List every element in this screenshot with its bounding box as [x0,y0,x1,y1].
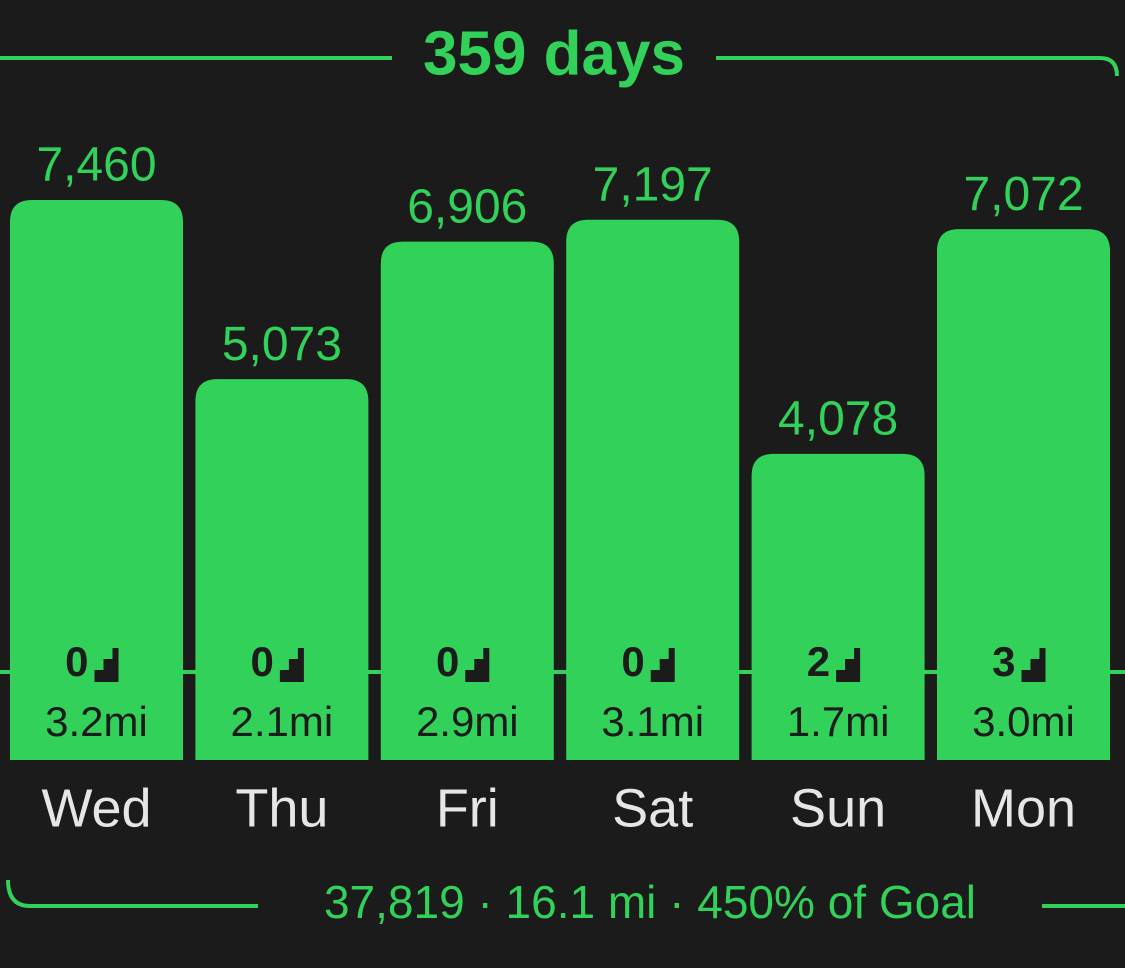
stairs-icon [836,648,861,682]
value-label: 6,906 [407,180,527,233]
stairs-icon [1021,648,1046,682]
summary: 37,819 · 16.1 mi · 450% of Goal [324,876,976,928]
value-label: 7,197 [593,158,713,211]
summary-bracket [6,879,1125,908]
distance-label: 3.1mi [601,698,704,745]
bar [10,200,183,760]
bar [195,379,369,760]
floors-label: 3 [992,638,1015,685]
value-label: 4,078 [778,393,898,446]
value-label: 7,460 [36,139,156,192]
distance-label: 2.1mi [231,698,334,745]
floors-label: 2 [807,638,830,685]
bar [566,219,740,761]
distance-label: 1.7mi [787,698,890,745]
distance-label: 3.2mi [45,698,148,745]
x-tick-label: Mon [971,778,1076,838]
stairs-icon [94,648,119,682]
value-label: 5,073 [222,318,342,371]
floors-label: 0 [621,638,644,685]
x-tick-label: Sun [790,778,886,838]
x-tick-label: Sat [612,778,693,838]
distance-label: 3.0mi [972,698,1075,745]
value-label: 7,072 [963,168,1083,221]
stairs-icon [465,648,490,682]
bar [937,229,1110,761]
bar [380,241,554,760]
x-tick-label: Wed [41,778,151,838]
stairs-icon [279,648,304,682]
bar [751,453,925,760]
x-tick-label: Thu [235,778,328,838]
stairs-icon [650,648,675,682]
x-tick-label: Fri [436,778,499,838]
title-bracket [0,56,1119,77]
floors-label: 0 [251,638,274,685]
floors-label: 0 [436,638,459,685]
floors-label: 0 [65,638,88,685]
chart-title: 359 days [423,19,685,88]
distance-label: 2.9mi [416,698,519,745]
